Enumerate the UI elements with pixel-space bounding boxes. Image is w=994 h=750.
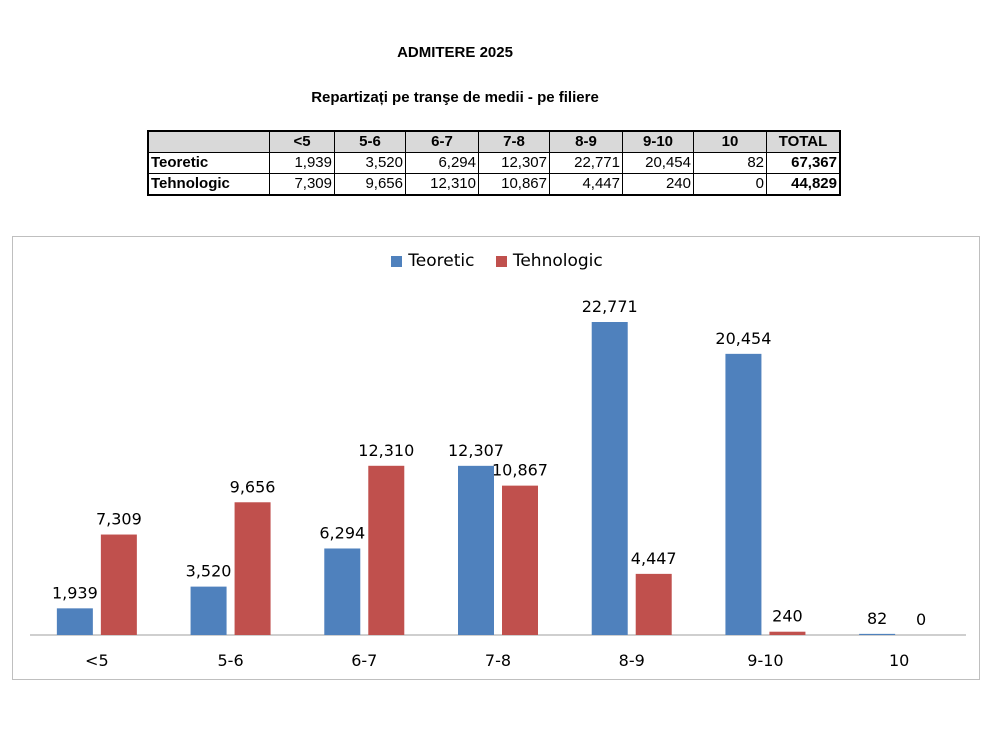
legend-swatch-icon [495,255,507,267]
table-cell: 4,447 [549,173,623,196]
data-label: 9,656 [230,477,276,496]
bar-teoretic-5 [725,353,762,635]
chart-subtitle: Repartizați pe tranşe de medii - pe fili… [311,89,599,106]
data-label: 6,294 [319,523,365,542]
total-cell: 67,367 [766,152,841,174]
bar-teoretic-3 [458,465,494,635]
table-header-row: <5 5-6 6-7 7-8 8-9 9-10 10 TOTAL [147,130,841,153]
table-header-cell: <5 [269,130,335,153]
legend-item-tehnologic: Tehnologic [495,251,603,271]
table-row: Tehnologic 7,309 9,656 12,310 10,867 4,4… [147,173,841,196]
legend-label: Tehnologic [512,251,603,271]
x-tick-label: 10 [889,651,909,670]
data-label: 12,307 [448,441,504,460]
data-label: 0 [916,610,926,629]
table-cell: 3,520 [334,152,406,174]
table-header-cell [147,130,270,153]
legend-label: Teoretic [408,251,475,271]
bar-tehnologic-0 [100,534,137,635]
bar-tehnologic-4 [635,573,672,635]
bar-tehnologic-3 [502,485,538,635]
x-tick-label: 9-10 [747,651,783,670]
row-label: Teoretic [147,152,270,174]
data-label: 12,310 [358,441,414,460]
table-header-cell: 8-9 [549,130,623,153]
data-label: 7,309 [96,510,142,529]
chart-title: ADMITERE 2025 [397,44,513,61]
data-label: 22,771 [582,297,638,316]
table-cell: 82 [693,152,767,174]
bar-tehnologic-1 [234,502,271,635]
x-tick-label: 7-8 [485,651,511,670]
data-label: 3,520 [186,562,232,581]
x-tick-label: 5-6 [218,651,244,670]
x-tick-label: <5 [85,651,109,670]
x-tick-label: 6-7 [351,651,377,670]
table-cell: 240 [622,173,694,196]
bar-teoretic-0 [56,608,93,635]
bar-tehnologic-5 [769,631,806,635]
table-cell: 1,939 [269,152,335,174]
bar-teoretic-2 [324,548,361,635]
x-tick-label: 8-9 [619,651,645,670]
total-cell: 44,829 [766,173,841,196]
table-cell: 0 [693,173,767,196]
bar-teoretic-6 [859,633,896,635]
data-table: <5 5-6 6-7 7-8 8-9 9-10 10 TOTAL Teoreti… [147,130,841,196]
chart-area [12,236,980,680]
table-cell: 10,867 [478,173,550,196]
table-header-cell: 10 [693,130,767,153]
legend-swatch-icon [391,255,403,267]
data-label: 240 [772,607,803,626]
data-label: 20,454 [715,329,771,348]
data-label: 10,867 [492,461,548,480]
table-row: Teoretic 1,939 3,520 6,294 12,307 22,771… [147,152,841,174]
table-cell: 12,310 [405,173,479,196]
data-label: 82 [867,609,887,628]
table-cell: 20,454 [622,152,694,174]
data-label: 1,939 [52,583,98,602]
table-header-cell: 9-10 [622,130,694,153]
bar-teoretic-4 [591,322,628,635]
bar-teoretic-1 [190,586,227,635]
data-label: 4,447 [631,549,677,568]
legend-item-teoretic: Teoretic [391,251,474,271]
table-cell: 7,309 [269,173,335,196]
chart-legend: Teoretic Tehnologic [0,251,994,271]
table-cell: 9,656 [334,173,406,196]
table-cell: 12,307 [478,152,550,174]
row-label: Tehnologic [147,173,270,196]
bar-tehnologic-2 [368,465,405,635]
table-cell: 22,771 [549,152,623,174]
